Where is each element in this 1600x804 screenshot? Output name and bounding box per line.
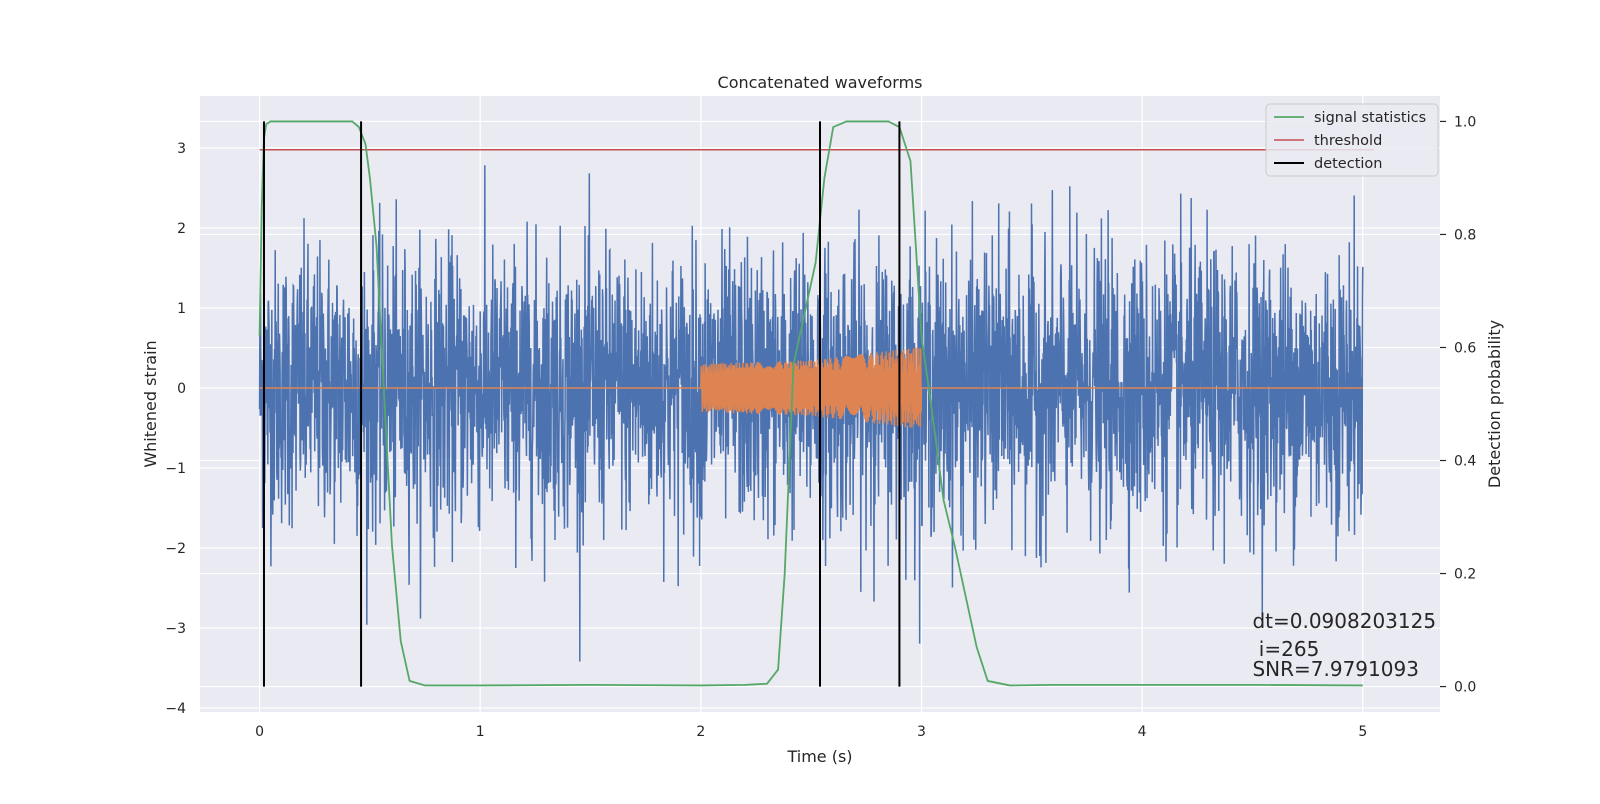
legend-label-detection: detection	[1314, 156, 1382, 172]
right-axis-label: Detection probability	[1485, 320, 1504, 488]
y-axis-ticks: −4 −3 −2 −1 0 1 2 3	[165, 141, 186, 717]
template-series-line	[259, 347, 1363, 428]
y-tick-label: −1	[165, 461, 186, 477]
x-axis-label: Time (s)	[786, 747, 852, 766]
y-tick-label: −4	[165, 701, 186, 717]
chart-title: Concatenated waveforms	[718, 73, 923, 92]
x-tick-label: 0	[255, 724, 264, 740]
detection-lines	[262, 121, 901, 687]
legend-label-threshold: threshold	[1314, 133, 1382, 149]
right-tick-label: 1.0	[1454, 114, 1476, 130]
y-tick-label: 2	[177, 221, 186, 237]
x-axis-ticks: 0 1 2 3 4 5	[255, 724, 1367, 740]
right-tick-label: 0.4	[1454, 454, 1476, 470]
y-tick-label: 1	[177, 301, 186, 317]
y-axis-label: Whitened strain	[141, 340, 160, 467]
annotation-snr: SNR=7.9791093	[1252, 657, 1418, 681]
right-axis-ticks: 0.0 0.2 0.4 0.6 0.8 1.0	[1440, 114, 1476, 696]
legend: signal statistics threshold detection	[1265, 103, 1439, 177]
legend-box	[1265, 103, 1439, 177]
right-tick-label: 0.0	[1454, 680, 1476, 696]
x-tick-label: 5	[1358, 724, 1367, 740]
x-tick-label: 3	[917, 724, 926, 740]
y-tick-label: 3	[177, 141, 186, 157]
right-tick-label: 0.2	[1454, 567, 1476, 583]
x-tick-label: 2	[696, 724, 705, 740]
x-tick-label: 4	[1138, 724, 1147, 740]
y-tick-label: 0	[177, 381, 186, 397]
legend-label-signal-statistics: signal statistics	[1314, 110, 1426, 126]
annotation-i: i=265	[1252, 637, 1319, 661]
right-tick-label: 0.6	[1454, 340, 1476, 356]
x-tick-label: 1	[476, 724, 485, 740]
right-tick-label: 0.8	[1454, 227, 1476, 243]
y-tick-label: −3	[165, 621, 186, 637]
annotation-dt: dt=0.0908203125	[1252, 609, 1436, 633]
annotations: dt=0.0908203125 i=265 SNR=7.9791093	[1252, 609, 1436, 681]
y-tick-label: −2	[165, 541, 186, 557]
signal-statistics-line	[258, 120, 1363, 687]
